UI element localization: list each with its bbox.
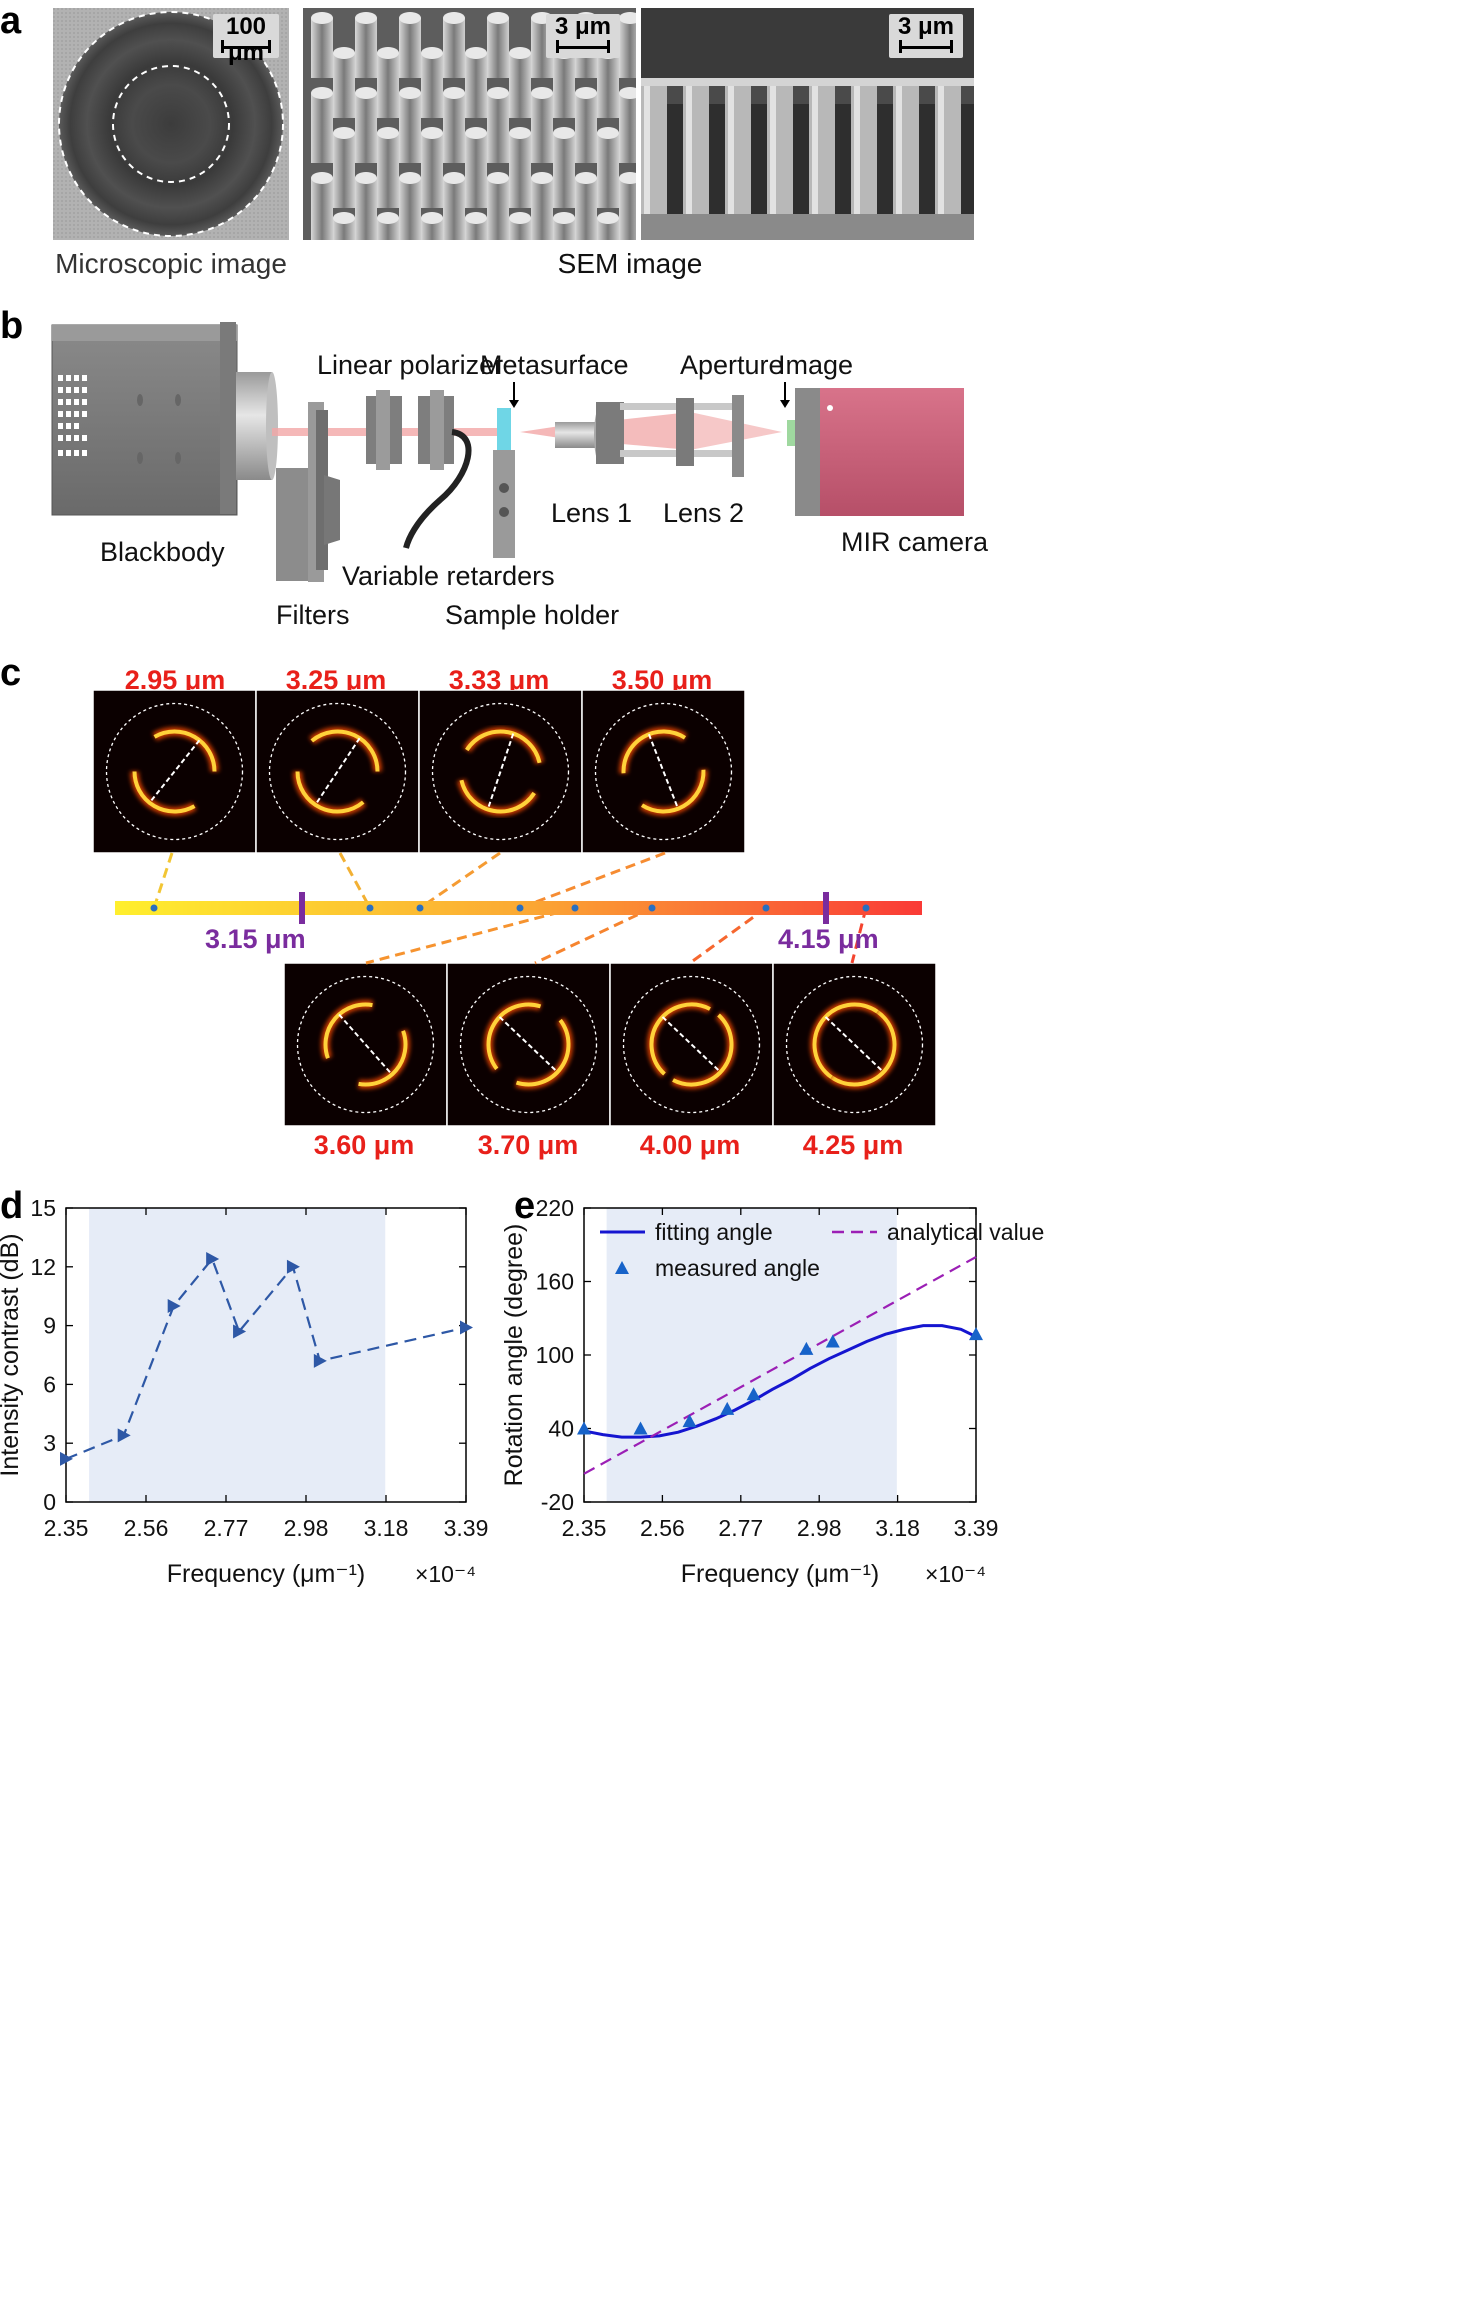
panel-letter-b: b bbox=[0, 305, 24, 347]
wavelength-label-bottom-3: 4.00 μm bbox=[639, 1130, 741, 1160]
label-lens-2: Lens 2 bbox=[663, 498, 745, 528]
panel-letter-e: e bbox=[514, 1185, 536, 1227]
x-tick-label: 2.98 bbox=[284, 1515, 329, 1541]
y-tick-label: 160 bbox=[536, 1269, 574, 1295]
shaded-band bbox=[89, 1208, 386, 1502]
caption-sem-image: SEM image bbox=[557, 248, 703, 279]
data-point bbox=[577, 1421, 591, 1435]
y-tick-label: 12 bbox=[30, 1254, 56, 1280]
data-point bbox=[206, 1251, 220, 1266]
data-point bbox=[60, 1451, 73, 1466]
y-tick-label: 15 bbox=[30, 1195, 56, 1221]
legend-swatch-measured bbox=[615, 1261, 629, 1274]
x-axis-label: Frequency (μm⁻¹) bbox=[681, 1560, 879, 1588]
x-tick-label: 3.39 bbox=[444, 1515, 489, 1541]
shaded-band bbox=[606, 1208, 897, 1502]
x-tick-label: 2.35 bbox=[44, 1515, 89, 1541]
y-tick-label: 100 bbox=[536, 1342, 574, 1368]
y-tick-label: 9 bbox=[43, 1313, 56, 1339]
x-axis-multiplier: ×10⁻⁴ bbox=[415, 1561, 476, 1587]
wavelength-label-bottom-2: 3.70 μm bbox=[477, 1130, 579, 1160]
scalebar-3um-2: 3 μm bbox=[889, 14, 963, 58]
label-variable-retarders: Variable retarders bbox=[342, 561, 555, 591]
y-axis-label: Intensity contrast (dB) bbox=[0, 1233, 24, 1476]
legend-label-analytical: analytical value bbox=[887, 1219, 1044, 1245]
data-point bbox=[117, 1428, 131, 1443]
band-marker-label-2: 4.15 μm bbox=[778, 924, 879, 954]
label-lens-1: Lens 1 bbox=[551, 498, 633, 528]
x-tick-label: 2.56 bbox=[640, 1515, 685, 1541]
x-tick-label: 2.77 bbox=[204, 1515, 249, 1541]
data-point bbox=[682, 1414, 697, 1428]
label-filters: Filters bbox=[276, 600, 350, 630]
data-point bbox=[969, 1327, 983, 1341]
data-point bbox=[233, 1324, 247, 1339]
wavelength-label-bottom-1: 3.60 μm bbox=[313, 1130, 415, 1160]
scalebar-100um: 100 μm bbox=[213, 14, 279, 66]
y-tick-label: 40 bbox=[548, 1416, 574, 1442]
legend-label-fitting: fitting angle bbox=[655, 1219, 773, 1245]
x-tick-label: 2.77 bbox=[718, 1515, 763, 1541]
data-point bbox=[720, 1401, 735, 1415]
x-axis-label: Frequency (μm⁻¹) bbox=[167, 1560, 365, 1588]
data-point bbox=[460, 1320, 473, 1335]
band-marker-label-1: 3.15 μm bbox=[205, 924, 306, 954]
caption-microscopic-image: Microscopic image bbox=[55, 248, 287, 279]
series-line-data bbox=[65, 1256, 467, 1460]
plot-frame bbox=[65, 1207, 467, 1503]
scalebar-3um-1: 3 μm bbox=[546, 14, 620, 58]
x-tick-label: 2.56 bbox=[124, 1515, 169, 1541]
legend-label-measured: measured angle bbox=[655, 1255, 820, 1281]
label-blackbody: Blackbody bbox=[100, 537, 225, 567]
x-tick-label: 3.39 bbox=[954, 1515, 999, 1541]
x-tick-label: 2.35 bbox=[562, 1515, 607, 1541]
panel-letter-c: c bbox=[0, 652, 22, 694]
x-tick-label: 2.98 bbox=[797, 1515, 842, 1541]
y-tick-label: -20 bbox=[541, 1489, 574, 1515]
data-point bbox=[799, 1341, 814, 1355]
y-axis-label: Rotation angle (degree) bbox=[500, 1224, 528, 1487]
data-point bbox=[633, 1421, 648, 1435]
data-point bbox=[313, 1353, 327, 1368]
y-tick-label: 3 bbox=[43, 1430, 56, 1456]
y-tick-label: 0 bbox=[43, 1489, 56, 1515]
data-point bbox=[825, 1334, 840, 1348]
label-mir-camera: MIR camera bbox=[841, 527, 989, 557]
panel-letter-d: d bbox=[0, 1185, 24, 1227]
intensity-contrast-chart: 2.35 2.56 2.77 2.98 3.18 3.39 0 3 6 9 12 15 Frequenc… bbox=[0, 1190, 490, 1588]
ring-images-top bbox=[92, 689, 746, 854]
series-line-fitting-angle bbox=[583, 1324, 977, 1439]
rotation-angle-chart: 2.35 2.56 2.77 2.98 3.18 3.39 -20 40 100 160 220 Fr… bbox=[500, 1190, 1044, 1588]
data-point bbox=[167, 1299, 181, 1313]
label-metasurface: Metasurface bbox=[480, 350, 629, 380]
data-point bbox=[286, 1259, 300, 1274]
y-tick-label: 6 bbox=[43, 1371, 56, 1397]
label-linear-polarizer: Linear polarizer bbox=[317, 350, 504, 380]
panel-letter-a: a bbox=[0, 0, 22, 42]
spectrum-bar-diagram bbox=[0, 850, 1000, 970]
label-image: Image bbox=[778, 350, 854, 380]
ring-images-bottom bbox=[283, 962, 937, 1127]
y-tick-label: 220 bbox=[536, 1195, 574, 1221]
data-point bbox=[746, 1387, 761, 1401]
label-sample-holder: Sample holder bbox=[445, 600, 620, 630]
label-aperture: Aperture bbox=[680, 350, 784, 380]
wavelength-label-bottom-4: 4.25 μm bbox=[802, 1130, 904, 1160]
optical-setup-diagram bbox=[0, 300, 1000, 600]
x-tick-label: 3.18 bbox=[364, 1515, 409, 1541]
x-tick-label: 3.18 bbox=[875, 1515, 920, 1541]
x-axis-multiplier: ×10⁻⁴ bbox=[925, 1561, 986, 1587]
